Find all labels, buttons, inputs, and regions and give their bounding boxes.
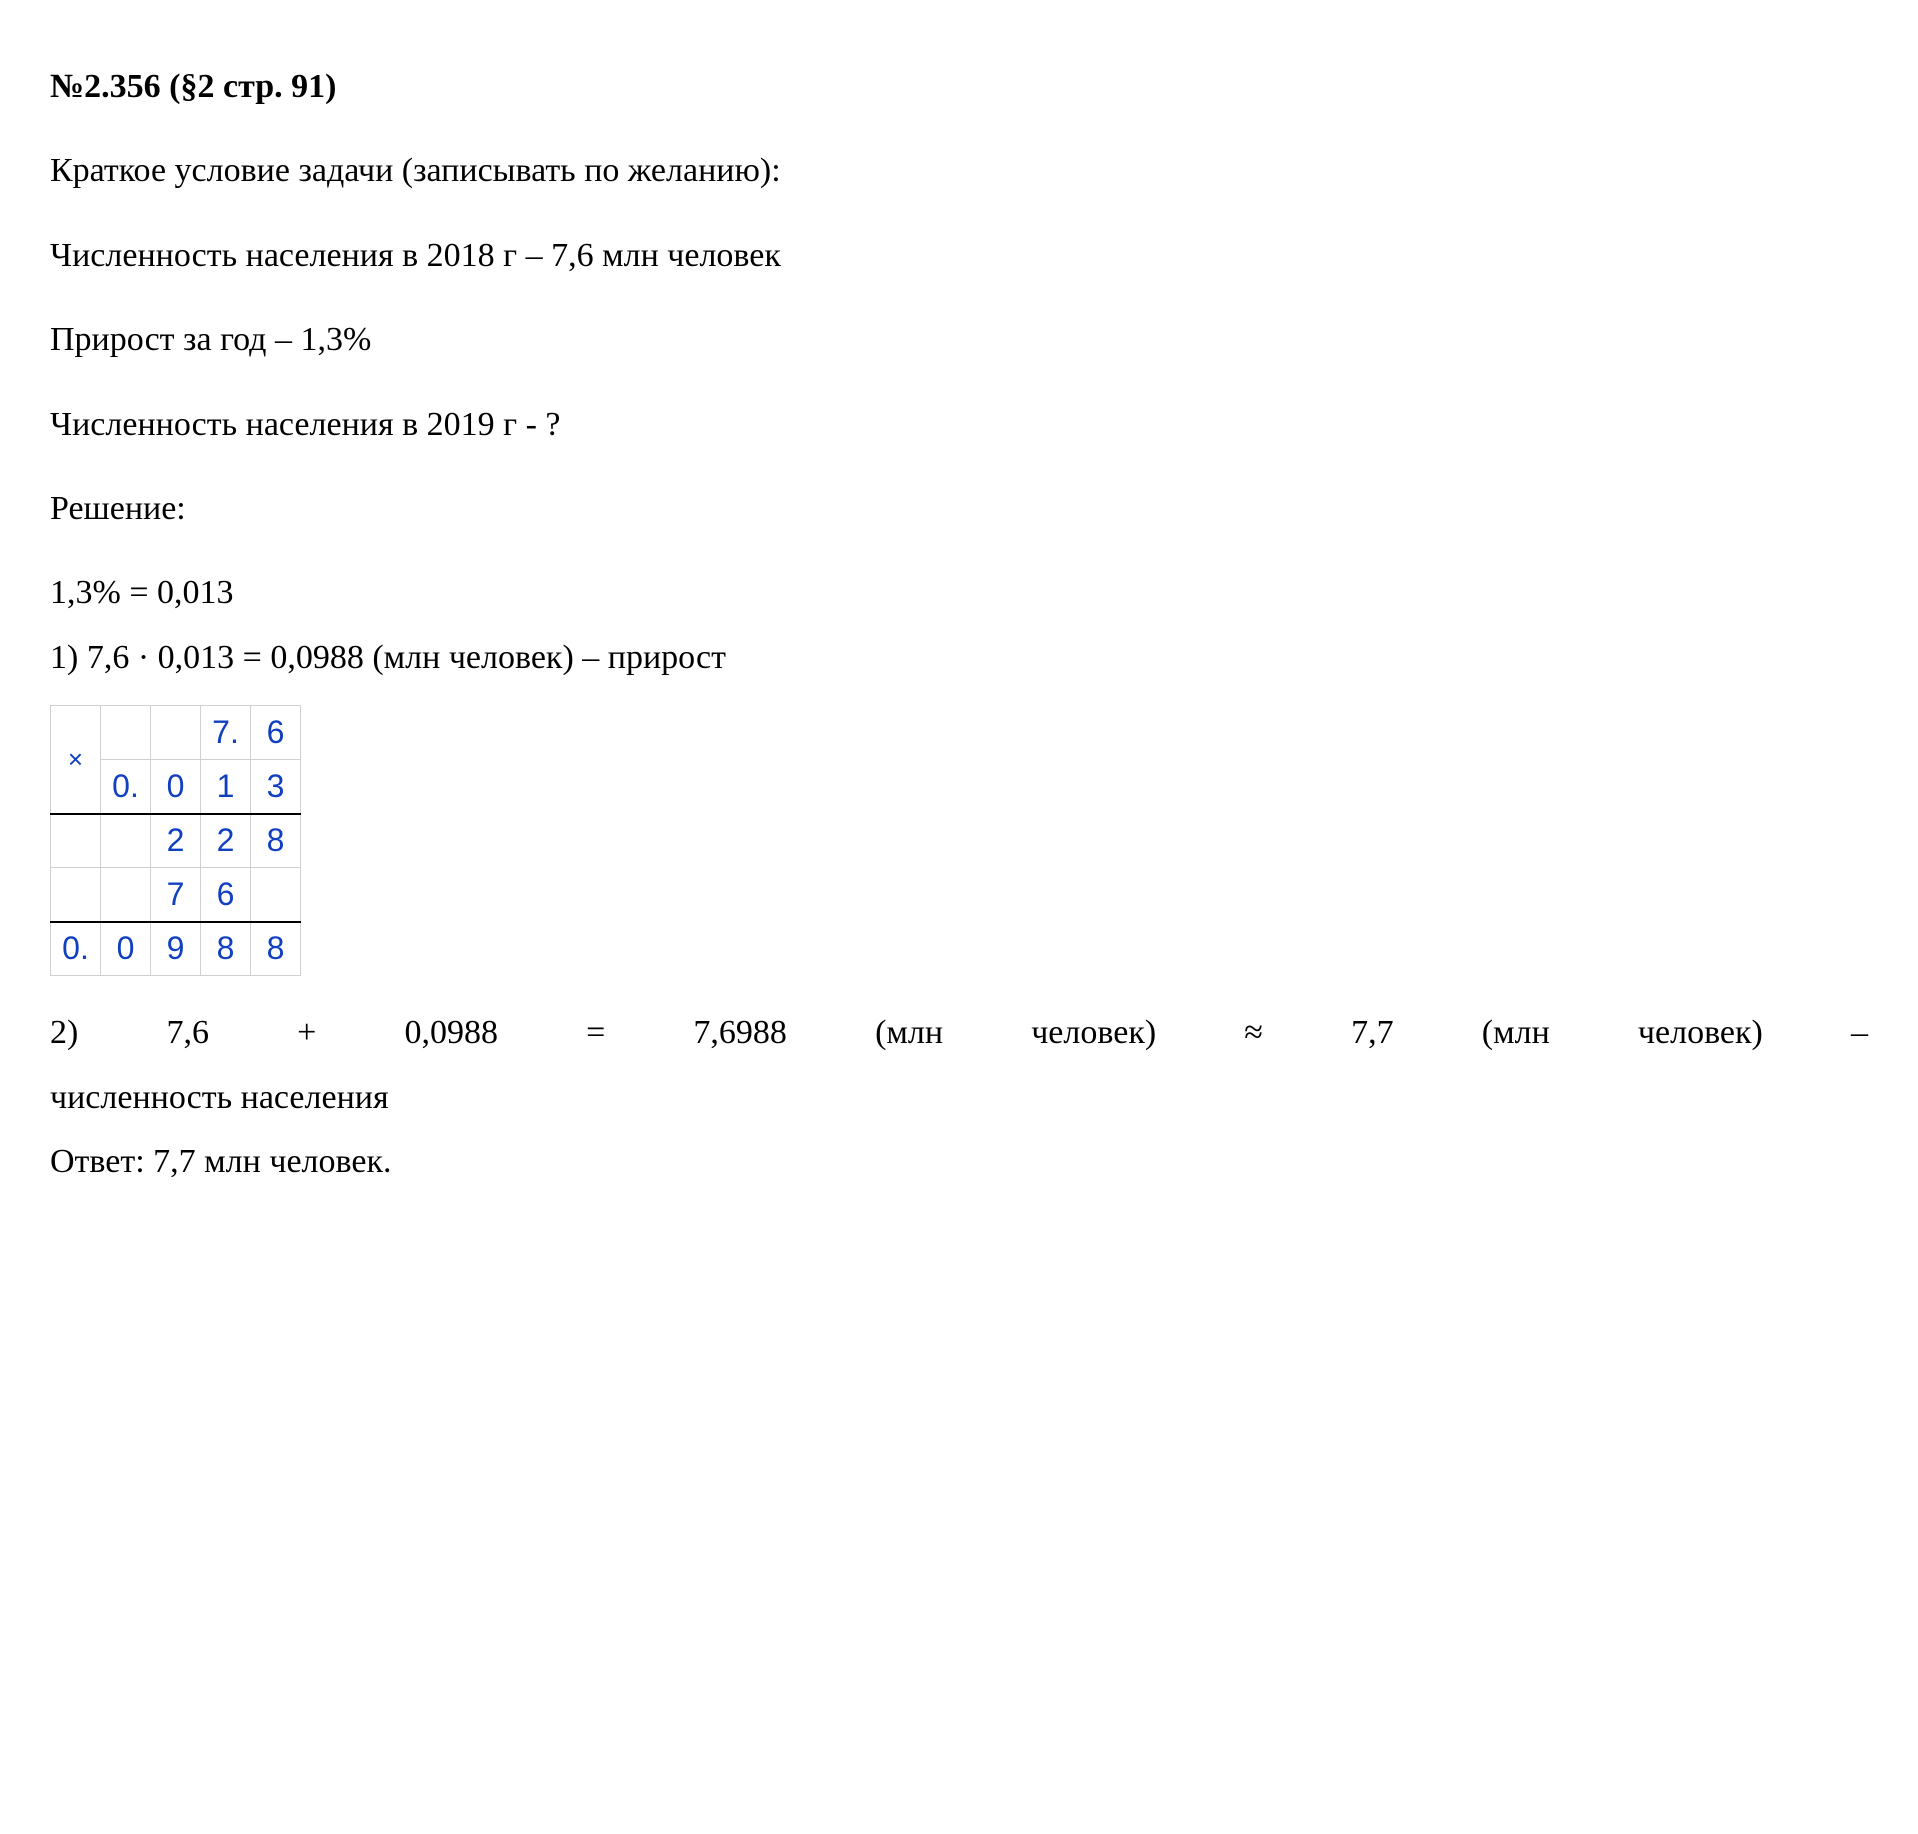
solution-label: Решение:	[50, 482, 1868, 536]
mult-cell	[251, 868, 301, 922]
mult-cell: 8	[251, 922, 301, 976]
mult-cell: 1	[201, 760, 251, 814]
mult-cell: 0	[101, 922, 151, 976]
mult-cell	[101, 814, 151, 868]
solution-step-2-line-2: численность населения	[50, 1071, 1868, 1125]
mult-row-3: 2 2 8	[51, 814, 301, 868]
condition-intro: Краткое условие задачи (записывать по же…	[50, 144, 1868, 198]
mult-cell: 3	[251, 760, 301, 814]
condition-line-2: Прирост за год – 1,3%	[50, 313, 1868, 367]
mult-cell: 2	[151, 814, 201, 868]
mult-cell: 9	[151, 922, 201, 976]
mult-row-5: 0. 0 9 8 8	[51, 922, 301, 976]
mult-cell: 0	[151, 760, 201, 814]
mult-cell: 8	[201, 922, 251, 976]
mult-cell: 7	[151, 868, 201, 922]
mult-cell: 0.	[101, 760, 151, 814]
multiplication-table: × 7. 6 0. 0 1 3 2 2 8 7 6 0. 0 9 8 8	[50, 705, 301, 976]
mult-cell	[101, 868, 151, 922]
mult-cell: 6	[201, 868, 251, 922]
mult-row-4: 7 6	[51, 868, 301, 922]
mult-cell: 6	[251, 706, 301, 760]
mult-cell: 2	[201, 814, 251, 868]
mult-row-1: × 7. 6	[51, 706, 301, 760]
solution-step-1: 1) 7,6 · 0,013 = 0,0988 (млн человек) – …	[50, 631, 1868, 685]
condition-line-3: Численность населения в 2019 г - ?	[50, 398, 1868, 452]
answer: Ответ: 7,7 млн человек.	[50, 1135, 1868, 1189]
mult-cell	[51, 814, 101, 868]
solution-step-2-line-1: 2) 7,6 + 0,0988 = 7,6988 (млн человек) ≈…	[50, 1006, 1868, 1060]
mult-cell: 7.	[201, 706, 251, 760]
mult-cell	[51, 868, 101, 922]
percent-conversion: 1,3% = 0,013	[50, 566, 1868, 620]
mult-cell: 8	[251, 814, 301, 868]
mult-cell	[101, 706, 151, 760]
condition-line-1: Численность населения в 2018 г – 7,6 млн…	[50, 229, 1868, 283]
problem-header: №2.356 (§2 стр. 91)	[50, 60, 1868, 114]
mult-cell: 0.	[51, 922, 101, 976]
mult-sign: ×	[51, 706, 101, 814]
mult-cell	[151, 706, 201, 760]
